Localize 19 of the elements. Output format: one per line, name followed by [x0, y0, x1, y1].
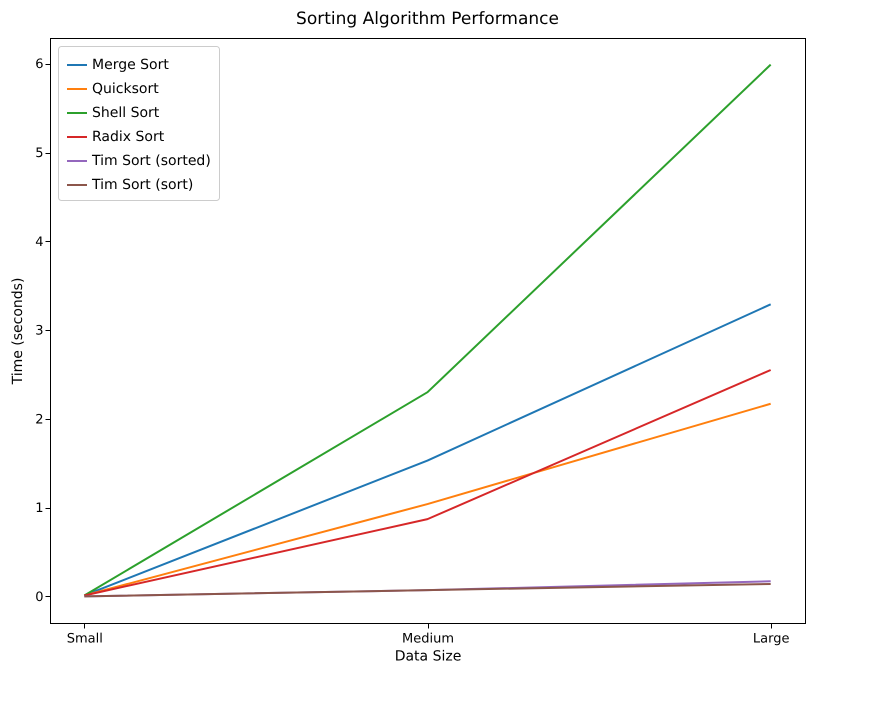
- chart-title: Sorting Algorithm Performance: [296, 9, 559, 29]
- y-tick-label: 6: [35, 57, 44, 72]
- x-tick-label: Medium: [402, 632, 454, 646]
- y-tick-label: 4: [35, 234, 44, 250]
- y-tick-label: 0: [35, 590, 44, 605]
- legend-label: Tim Sort (sort): [91, 177, 194, 193]
- legend-label: Shell Sort: [92, 105, 160, 121]
- x-tick-label: Small: [66, 632, 103, 646]
- y-tick-label: 5: [35, 146, 44, 162]
- y-tick-label: 1: [35, 501, 44, 516]
- legend-label: Radix Sort: [92, 129, 165, 145]
- x-axis-title: Data Size: [394, 648, 462, 664]
- legend-label: Tim Sort (sorted): [91, 153, 211, 169]
- legend-label: Quicksort: [92, 81, 160, 97]
- y-tick-label: 3: [35, 324, 44, 339]
- y-tick-label: 2: [35, 412, 44, 428]
- x-tick-label: Large: [752, 632, 790, 646]
- y-axis-title: Time (seconds): [10, 278, 26, 386]
- legend-label: Merge Sort: [92, 57, 170, 73]
